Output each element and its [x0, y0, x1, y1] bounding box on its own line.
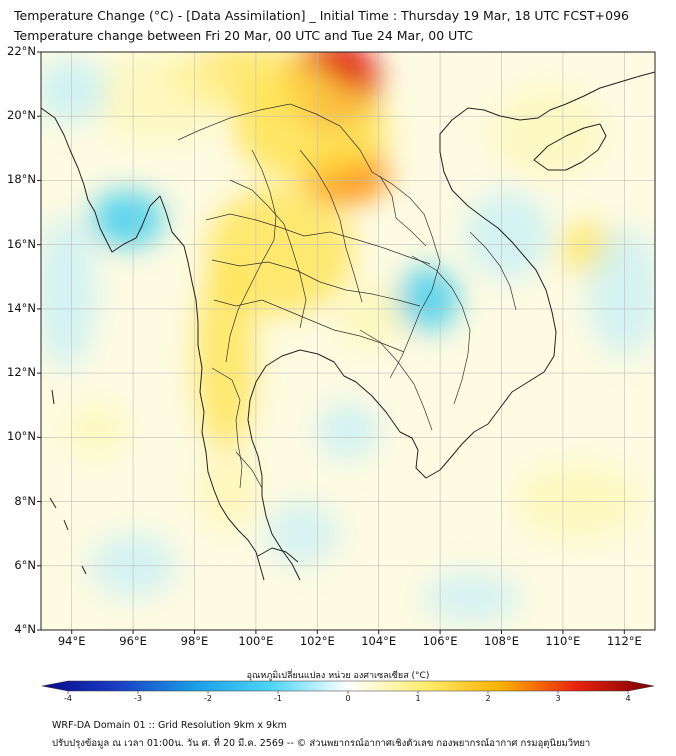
field-anomaly-22	[421, 572, 520, 624]
footer-model-info: WRF-DA Domain 01 :: Grid Resolution 9km …	[52, 720, 287, 731]
axis-tick-marks	[37, 51, 625, 634]
field-anomaly-19	[587, 228, 655, 358]
andaman-islands	[49, 389, 87, 575]
lat-label: 10°N	[7, 429, 36, 444]
lon-label: 110°E	[545, 634, 581, 648]
lat-label: 18°N	[7, 172, 36, 187]
colorbar-tick-label: 2	[485, 694, 491, 703]
field-anomaly-18	[464, 190, 551, 280]
lon-label: 108°E	[484, 634, 519, 648]
lon-label: 94°E	[57, 634, 86, 648]
lon-label: 104°E	[361, 634, 397, 648]
field-anomaly-21	[265, 501, 339, 566]
coastlines	[41, 71, 655, 581]
title-line-2: Temperature change between Fri 20 Mar, 0…	[14, 28, 473, 43]
colorbar-label: อุณหภูมิเปลี่ยนแปลง หน่วย องศาเซลเซียส (…	[246, 671, 430, 681]
map-frame	[40, 51, 656, 631]
field-anomaly-5	[194, 260, 256, 454]
border-malaysia	[257, 547, 299, 563]
province-borders	[177, 103, 517, 489]
lon-label: 98°E	[180, 634, 209, 648]
field-anomaly-16	[41, 58, 109, 123]
lon-label: 96°E	[119, 634, 147, 648]
lat-label: 4°N	[14, 622, 36, 636]
lon-label: 102°E	[299, 634, 335, 648]
title-line-1: Temperature Change (°C) - [Data Assimila…	[14, 8, 629, 23]
field-anomaly-12	[90, 52, 226, 142]
coast-south-china	[565, 71, 655, 105]
lon-label: 112°E	[606, 634, 642, 648]
field-anomaly-15	[317, 402, 379, 460]
footer-credit: ปรับปรุงข้อมูล ณ เวลา 01:00น. วัน ศ. ที่…	[52, 738, 591, 749]
lat-label: 20°N	[7, 108, 36, 123]
lat-label: 22°N	[7, 44, 36, 58]
lat-label: 14°N	[7, 300, 36, 315]
colorbar-tick-label: 3	[555, 694, 561, 703]
colorbar-ramp	[41, 680, 655, 692]
field-anomaly-7	[335, 283, 410, 348]
colorbar-tick-label: 1	[415, 694, 421, 703]
lat-label: 8°N	[14, 493, 36, 508]
field-anomaly-17	[41, 215, 97, 370]
field-anomaly-9	[492, 87, 603, 178]
lat-label: 16°N	[7, 236, 36, 251]
lon-label: 106°E	[422, 634, 458, 648]
coast-myanmar	[41, 107, 265, 581]
coast-hainan	[533, 123, 607, 171]
field-anomaly-10	[65, 405, 127, 457]
lat-label: 12°N	[7, 365, 36, 380]
colorbar-tick-label: 4	[625, 694, 631, 703]
colorbar-tick-label: -1	[274, 694, 282, 703]
field-anomaly-6	[197, 453, 259, 531]
colorbar-tick-label: -2	[204, 694, 212, 703]
map-svg	[37, 51, 656, 634]
coast-gulf-thailand	[247, 103, 567, 581]
colorbar-tick-label: 0	[345, 694, 351, 703]
colorbar-tick-label: -3	[134, 694, 142, 703]
colorbar-tick-label: -4	[64, 694, 72, 703]
field-anomaly-13	[90, 190, 164, 248]
lon-label: 100°E	[238, 634, 274, 648]
graticule	[41, 52, 655, 630]
field-anomaly-14	[397, 267, 459, 332]
lat-label: 6°N	[14, 557, 36, 572]
